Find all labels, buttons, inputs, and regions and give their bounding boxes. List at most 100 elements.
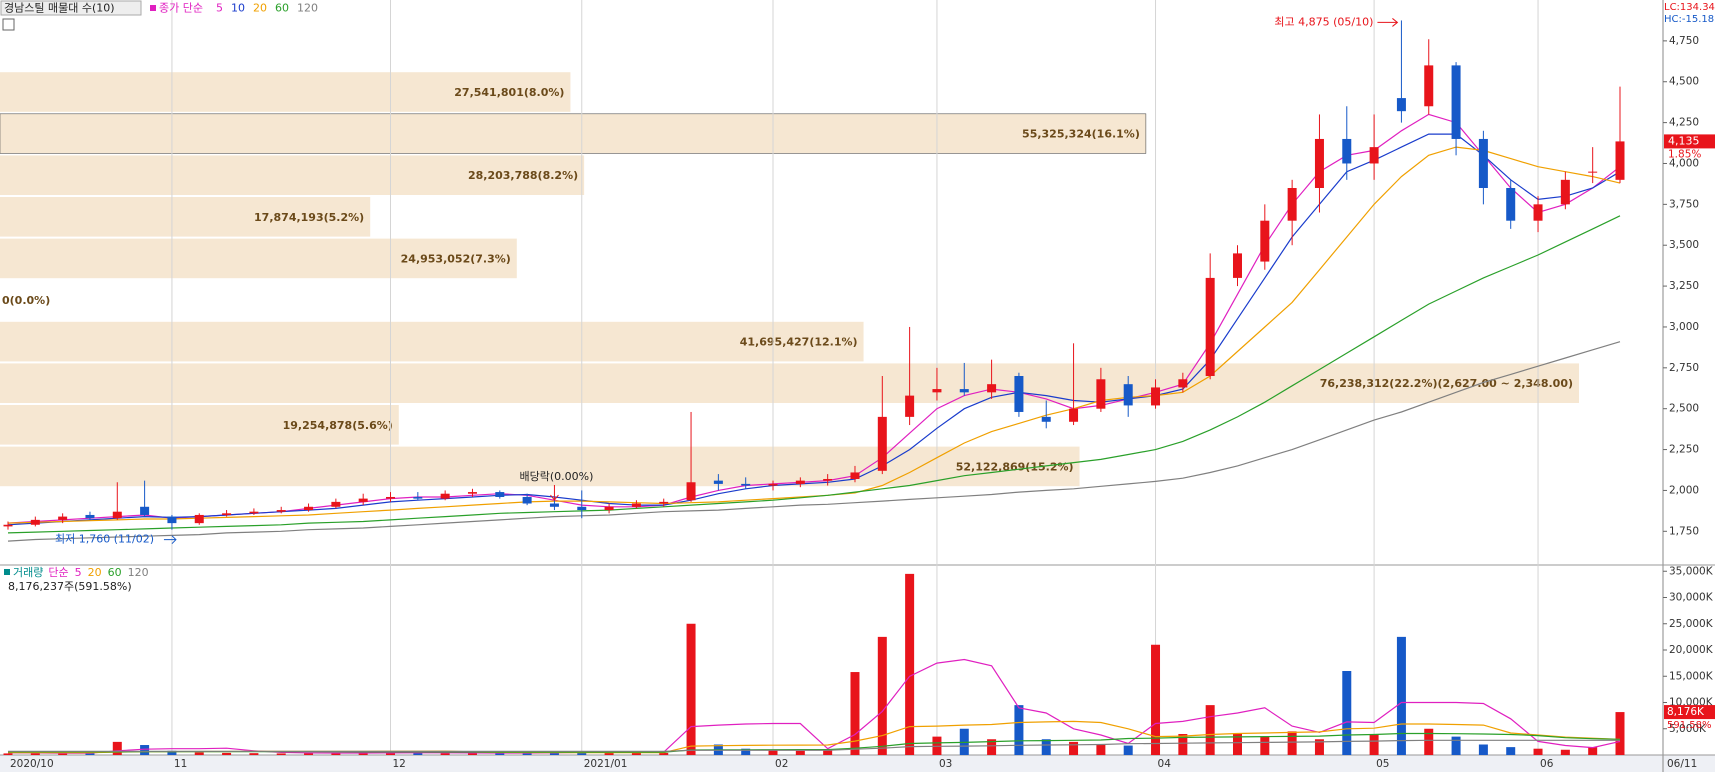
candle-body <box>631 503 641 507</box>
chart-title: 경남스틸 매물대 수(10) <box>4 2 115 15</box>
annotation-low: 최저 1,760 (11/02) <box>55 533 154 546</box>
volume-bar <box>1041 739 1051 755</box>
y-tick-label: 4,500 <box>1669 76 1699 88</box>
legend-title: 종가 단순 <box>159 2 203 15</box>
candle-body <box>249 511 259 514</box>
volume-bar <box>1424 728 1434 755</box>
volume-bar <box>167 750 177 755</box>
candle-body <box>222 513 232 515</box>
legend-entry: 20 <box>253 2 267 15</box>
y-tick-label: 2,250 <box>1669 444 1699 456</box>
moving-average-line <box>7 341 1621 542</box>
volume-bar <box>1342 671 1352 755</box>
volume-profile-label: 76,238,312(22.2%)(2,627.00 ~ 2,348.00) <box>1320 377 1573 390</box>
legend-swatch <box>4 569 10 575</box>
candle-body <box>795 480 805 484</box>
volume-tag-label: 8,176K <box>1667 706 1705 718</box>
y-tick-label: 3,000 <box>1669 321 1699 333</box>
volume-bar <box>1178 734 1188 755</box>
legend-entry: 60 <box>275 2 289 15</box>
x-tick-label: 05 <box>1376 758 1389 770</box>
y-tick-label: 3,250 <box>1669 280 1699 292</box>
volume-bar <box>1232 734 1242 755</box>
candle-body <box>167 516 177 524</box>
volume-average-line <box>8 739 1620 752</box>
volume-tag <box>1664 705 1715 720</box>
volume-bar <box>1151 644 1161 755</box>
candle-body <box>1151 387 1161 406</box>
candle-body <box>194 514 204 524</box>
x-tick-label: 04 <box>1158 758 1172 770</box>
volume-profile-bar <box>0 113 1147 154</box>
candle-body <box>3 524 13 527</box>
volume-bar <box>3 753 13 755</box>
volume-bar <box>823 750 833 755</box>
moving-average-line <box>7 133 1621 526</box>
volume-bar <box>331 752 341 755</box>
y-tick-label: 25,000K <box>1669 618 1714 630</box>
candle-body <box>140 506 150 515</box>
legend-entry: 5 <box>75 566 82 579</box>
volume-bar <box>1533 748 1543 755</box>
volume-summary: 8,176,237주(591.58%) <box>8 580 132 593</box>
y-tick-label: 3,750 <box>1669 198 1699 210</box>
candle-body <box>1588 171 1598 173</box>
volume-bar <box>222 752 232 755</box>
x-tick-label: 12 <box>393 758 406 770</box>
volume-profile-label: 52,122,869(15.2%) <box>956 460 1074 473</box>
candle-body <box>467 492 477 494</box>
volume-bar <box>30 752 40 755</box>
candle-body <box>1260 220 1270 262</box>
x-tick-label: 2020/10 <box>10 758 54 770</box>
legend-entry: 20 <box>88 566 102 579</box>
price-tag-label: 4,135 <box>1668 134 1700 147</box>
legend-swatch <box>150 5 156 11</box>
price-tag <box>1664 134 1715 149</box>
volume-profile-label: 17,874,193(5.2%) <box>254 211 364 224</box>
candle-body <box>1506 188 1516 221</box>
volume-bar <box>386 752 396 755</box>
candle-body <box>358 498 368 502</box>
volume-profile-bar <box>0 238 517 279</box>
candle-body <box>1014 376 1024 412</box>
y-tick-label: 35,000K <box>1669 565 1714 577</box>
annotation-high: 최고 4,875 (05/10) <box>1274 15 1373 28</box>
x-tick-label: 06/11 <box>1667 758 1697 770</box>
volume-bar <box>1506 747 1516 755</box>
volume-bar <box>440 753 450 755</box>
candle-body <box>959 389 969 393</box>
volume-bar <box>58 753 68 755</box>
volume-profile-label: 27,541,801(8.0%) <box>454 86 564 99</box>
volume-bar <box>850 672 860 755</box>
legend-entry: 5 <box>216 2 223 15</box>
volume-profile-label: 24,953,052(7.3%) <box>401 252 511 265</box>
annotation-arrow <box>163 535 177 545</box>
table-icon[interactable] <box>2 18 15 31</box>
volume-bar <box>467 753 477 755</box>
candle-body <box>1533 204 1543 221</box>
volume-bar <box>1096 744 1106 755</box>
candle-body <box>1615 141 1625 180</box>
legend-entry: 거래량 <box>13 566 43 579</box>
candle-body <box>1342 138 1352 164</box>
candle-body <box>1396 98 1406 112</box>
candle-body <box>549 503 559 507</box>
volume-bar <box>1205 705 1215 755</box>
volume-profile-bar <box>0 321 864 362</box>
x-tick-label: 2021/01 <box>584 758 628 770</box>
volume-bar <box>1615 712 1625 755</box>
volume-bar <box>877 636 887 755</box>
volume-bar <box>194 752 204 755</box>
volume-bar <box>905 573 915 755</box>
moving-average-line <box>7 215 1621 534</box>
volume-bar <box>112 741 122 755</box>
volume-bar <box>140 745 150 755</box>
volume-bar <box>987 739 997 755</box>
legend-entry: 120 <box>297 2 318 15</box>
volume-bar <box>1287 731 1297 755</box>
volume-bar <box>1396 636 1406 755</box>
y-tick-label: 1,750 <box>1669 525 1699 537</box>
candle-body <box>877 416 887 471</box>
candle-body <box>276 510 286 512</box>
candle-body <box>1478 138 1488 188</box>
